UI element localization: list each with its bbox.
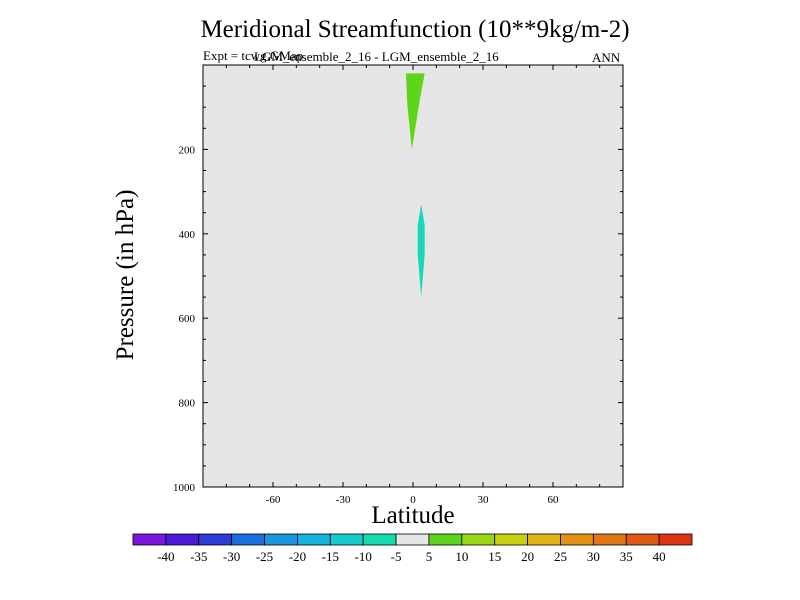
colorbar-swatch: [362, 533, 397, 546]
colorbar-swatch: [395, 533, 430, 546]
colorbar-label: 5: [426, 549, 433, 564]
x-tick-label: -60: [266, 494, 281, 506]
subtitle-comparison: LGM_ensemble_2_16 - LGM_ensemble_2_16: [254, 49, 499, 64]
colorbar-label: 15: [488, 549, 501, 564]
subtitle-season: ANN: [592, 50, 621, 65]
colorbar-swatch: [231, 533, 265, 546]
y-tick-label: 1000: [173, 482, 196, 494]
colorbar-label: -40: [157, 549, 174, 564]
colorbar-swatch: [560, 533, 594, 546]
colorbar-swatch: [165, 533, 200, 546]
colorbar-swatch: [527, 533, 561, 546]
y-tick-label: 600: [179, 313, 196, 325]
colorbar-swatch: [592, 533, 627, 546]
subtitle-experiment: Expt = tcwg.GMap: [203, 48, 304, 63]
colorbar-swatch: [658, 533, 693, 546]
colorbar-label: 20: [521, 549, 534, 564]
colorbar-swatch: [198, 533, 233, 546]
positive-streamfunction-cell: [406, 73, 425, 150]
x-tick-label: 60: [548, 494, 560, 506]
colorbar-label: 10: [455, 549, 468, 564]
colorbar-label: -5: [391, 549, 402, 564]
colorbar-swatch: [132, 533, 167, 546]
colorbar-label: 40: [653, 549, 666, 564]
colorbar-swatch: [494, 533, 528, 546]
colorbar-label: -30: [223, 549, 240, 564]
colorbar-label: -15: [322, 549, 339, 564]
negative-streamfunction-cell: [417, 204, 425, 298]
colorbar-label: 35: [620, 549, 633, 564]
y-tick-label: 800: [179, 398, 196, 410]
colorbar-label: -25: [256, 549, 273, 564]
x-tick-label: 0: [410, 494, 416, 506]
colorbar-swatch: [264, 533, 298, 546]
colorbar-label: -35: [190, 549, 207, 564]
x-tick-label: -30: [336, 494, 351, 506]
y-tick-label: 400: [179, 229, 196, 241]
colorbar-swatch: [297, 533, 331, 546]
colorbar-swatch: [329, 533, 364, 546]
colorbar-label: -20: [289, 549, 306, 564]
colorbar-label: 30: [587, 549, 600, 564]
x-axis-label: Latitude: [371, 502, 455, 529]
y-tick-label: 200: [179, 144, 196, 156]
colorbar-swatch: [461, 533, 496, 546]
chart-title: Meridional Streamfunction (10**9kg/m-2): [200, 16, 630, 43]
colorbar-label: 25: [554, 549, 567, 564]
x-tick-label: 30: [478, 494, 490, 506]
colorbar-swatch: [428, 533, 463, 546]
colorbar-swatch: [625, 533, 660, 546]
colorbar-label: -10: [355, 549, 372, 564]
